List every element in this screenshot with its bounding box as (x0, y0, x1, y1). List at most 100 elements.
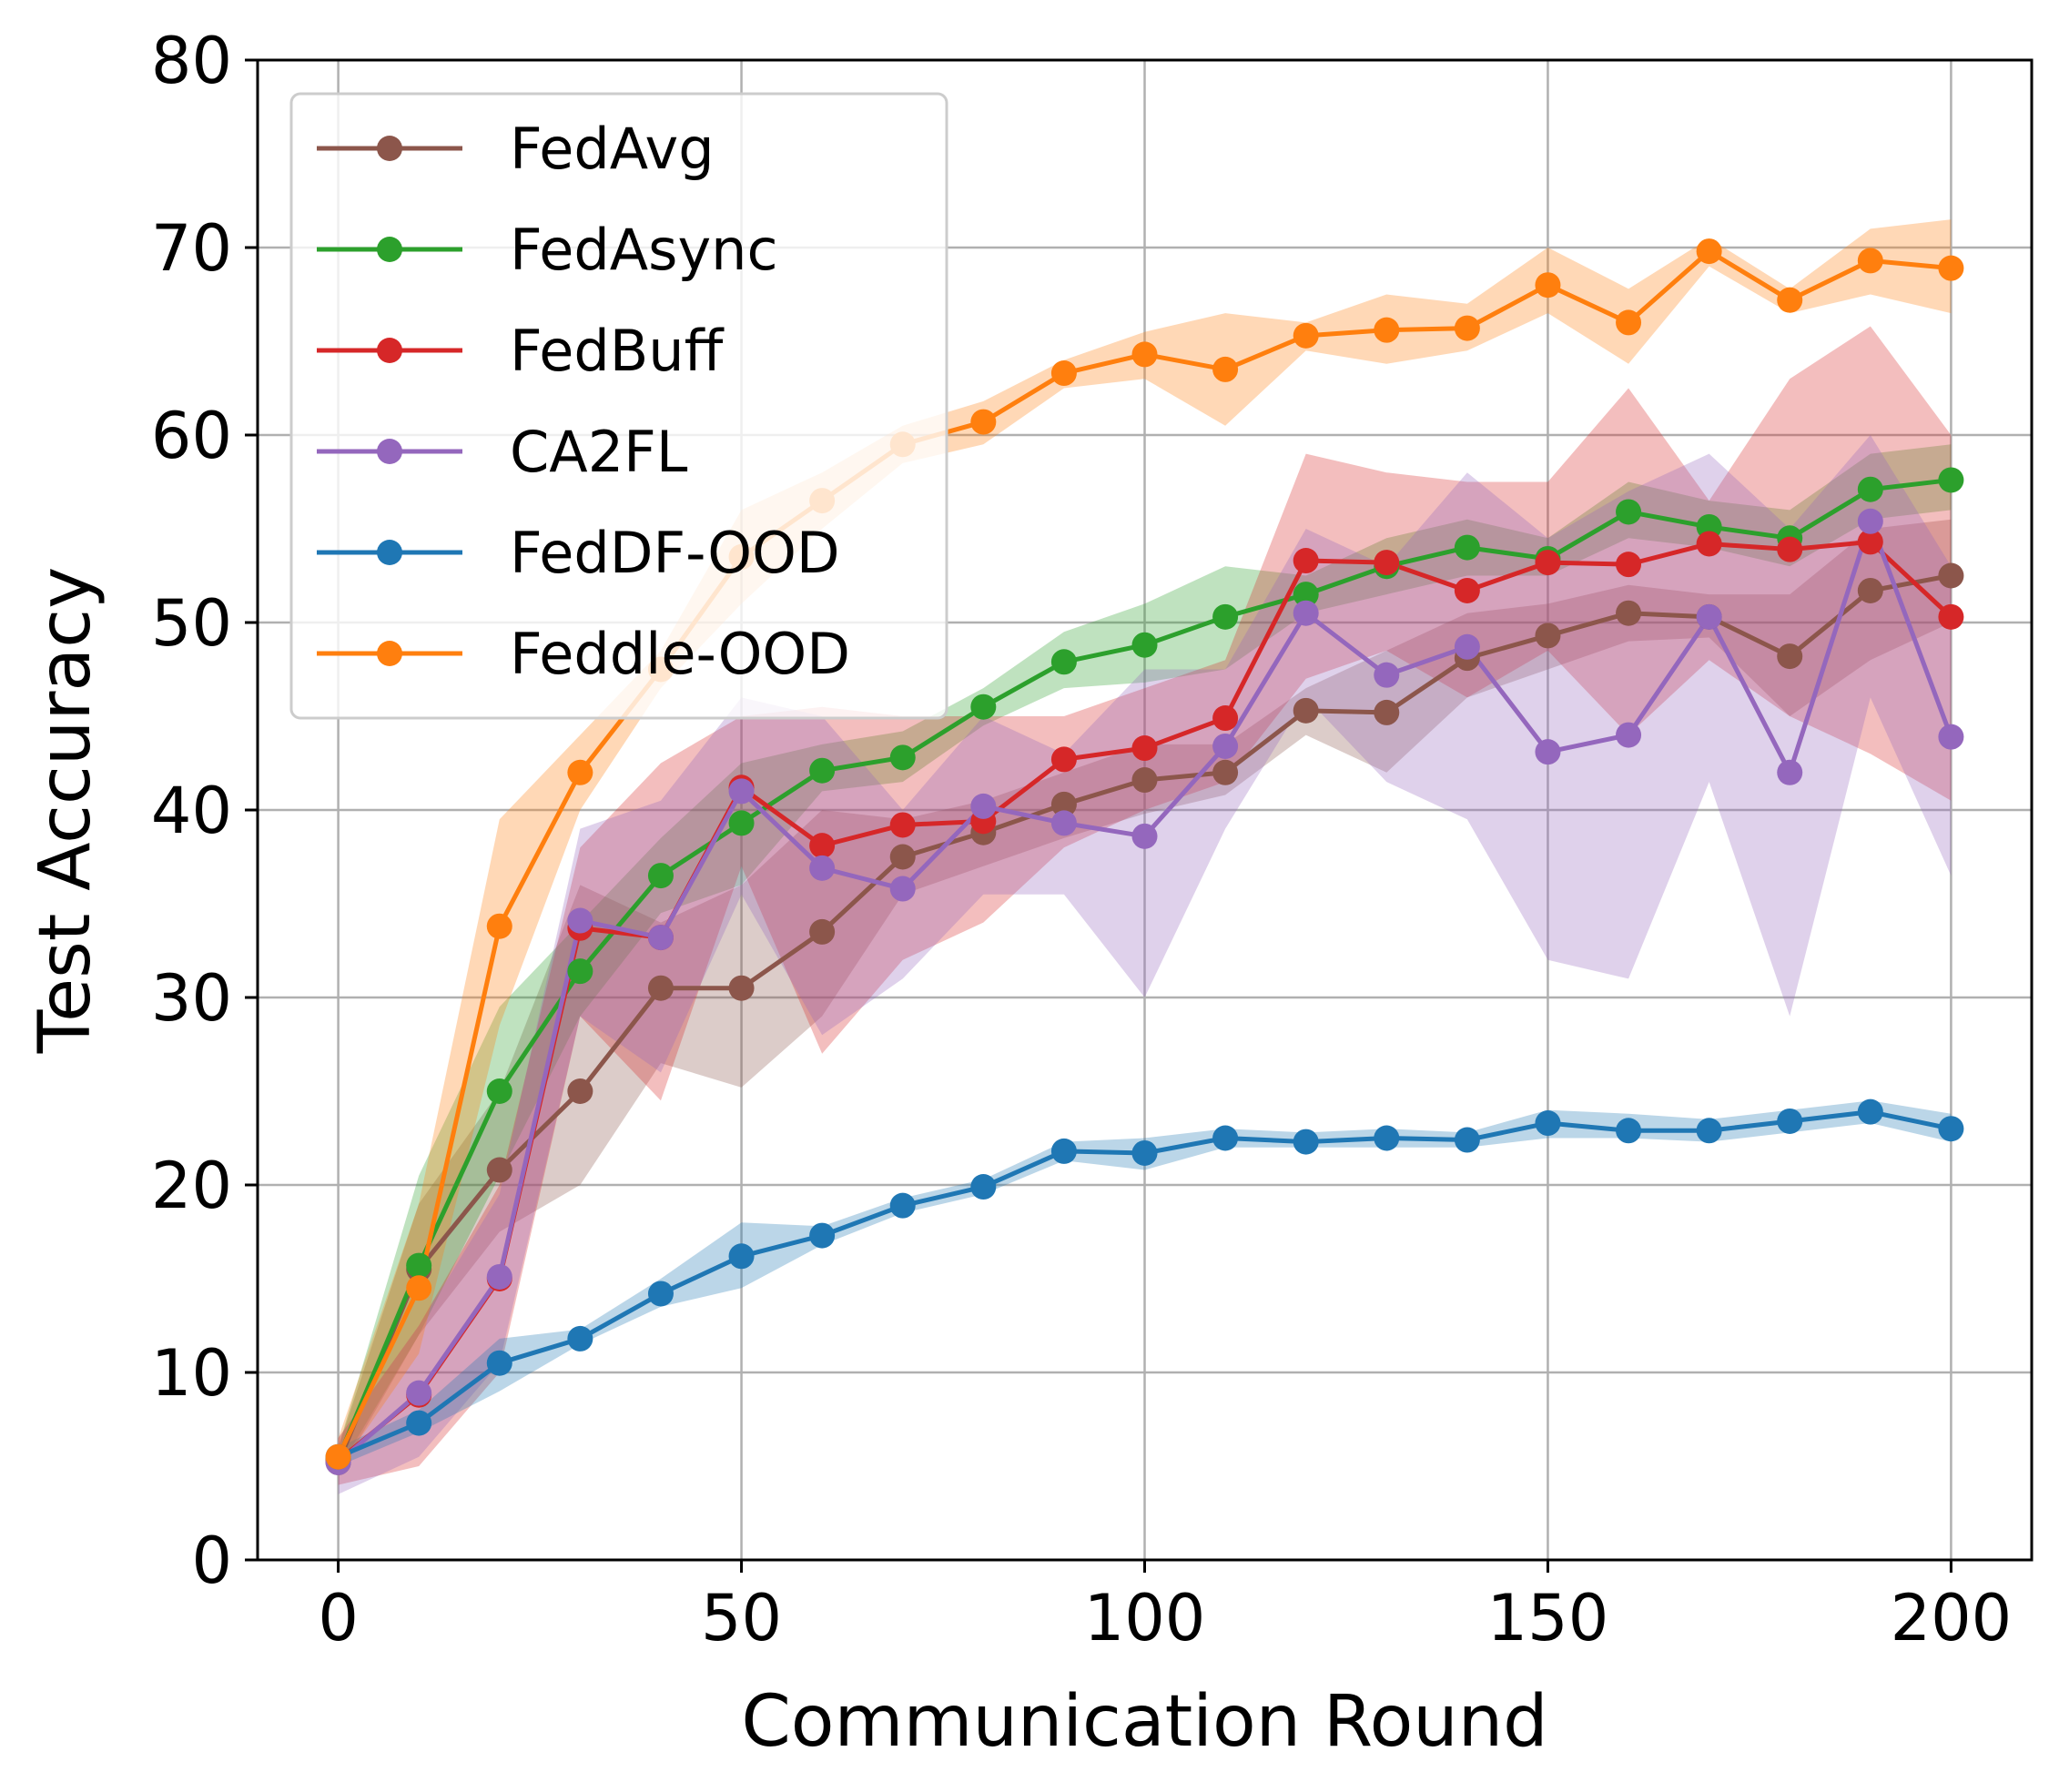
fedasync-point (889, 744, 916, 771)
feddf-ood-point (889, 1192, 916, 1219)
y-tick-label: 10 (151, 1336, 232, 1411)
feddf-ood-point (728, 1243, 755, 1270)
ca2fl-point (1696, 603, 1722, 630)
feddf-ood-point (1777, 1108, 1803, 1134)
fedavg-legend-marker (377, 136, 402, 161)
fedasync-point (567, 958, 593, 985)
y-tick-label: 70 (151, 211, 232, 286)
feddle-ood-point (970, 409, 997, 435)
fedbuff-point (1938, 603, 1964, 630)
fedbuff-point (1212, 705, 1239, 732)
x-tick-label: 50 (701, 1581, 782, 1655)
fedbuff-point (1535, 550, 1561, 576)
ca2fl-point (1616, 722, 1642, 748)
feddf-ood-point (567, 1325, 593, 1352)
fedbuff-point (1696, 531, 1722, 557)
feddf-ood-point (406, 1410, 432, 1436)
fedasync-point (1857, 476, 1883, 502)
feddle-ood-point (1050, 360, 1077, 387)
feddle-ood-legend-marker (377, 641, 402, 666)
fedavg-point (809, 918, 836, 945)
y-axis-label: Test Accuracy (25, 567, 106, 1055)
ca2fl-point (1374, 662, 1400, 688)
fedbuff-point (1131, 735, 1158, 762)
ca2fl-point (1938, 724, 1964, 750)
fedbuff-point (1050, 746, 1077, 773)
fedasync-point (1212, 603, 1239, 630)
fedbuff-point (1857, 529, 1883, 555)
fedbuff-point (1777, 536, 1803, 562)
fedavg-point (1050, 791, 1077, 817)
fedasync-point (970, 694, 997, 720)
fedasync-legend-marker (377, 237, 402, 262)
x-axis-label: Communication Round (741, 1681, 1547, 1763)
ca2fl-point (567, 907, 593, 934)
fedavg-point (1374, 699, 1400, 725)
feddf-ood-legend-marker (377, 540, 402, 565)
x-tick-label: 200 (1891, 1581, 2013, 1655)
feddle-ood-point (1212, 356, 1239, 382)
legend: FedAvg FedAsync FedBuff CA2FL FedDF-OOD Feddl… (289, 92, 948, 720)
fedavg-point (567, 1078, 593, 1104)
feddf-ood-point (1616, 1118, 1642, 1144)
fedasync-point (1131, 632, 1158, 658)
fedbuff-legend-label: FedBuff (510, 318, 725, 384)
feddf-ood-point (970, 1174, 997, 1200)
ca2fl-legend-label: CA2FL (510, 419, 688, 485)
ca2fl-point (728, 778, 755, 805)
x-tick-label: 0 (318, 1581, 359, 1655)
fedbuff-legend-marker (377, 338, 402, 363)
ca2fl-point (1212, 733, 1239, 759)
fedbuff-point (1374, 550, 1400, 576)
feddf-ood-point (1857, 1098, 1883, 1125)
ca2fl-point (1777, 759, 1803, 785)
fedasync-point (1938, 467, 1964, 493)
y-tick-label: 60 (151, 399, 232, 473)
fedavg-point (1212, 759, 1239, 785)
y-tick-label: 30 (151, 961, 232, 1036)
ca2fl-point (1857, 508, 1883, 534)
ca2fl-point (1454, 633, 1480, 660)
y-axis-ticks: 0 10 20 30 40 50 60 70 80 (151, 24, 258, 1598)
fedavg-point (486, 1157, 512, 1183)
fedbuff-point (1454, 577, 1480, 603)
fedasync-point (728, 810, 755, 836)
ca2fl-point (647, 925, 674, 951)
feddle-ood-point (1131, 341, 1158, 368)
feddle-ood-point (567, 759, 593, 785)
feddf-ood-point (809, 1222, 836, 1249)
feddf-ood-point (1050, 1138, 1077, 1164)
series-markers (325, 238, 1964, 1475)
y-tick-label: 0 (191, 1524, 232, 1598)
fedbuff-point (1616, 552, 1642, 578)
feddle-ood-legend-label: Feddle-OOD (510, 621, 850, 687)
fedavg-point (1131, 767, 1158, 794)
fedasync-point (1293, 582, 1319, 608)
ca2fl-point (486, 1263, 512, 1290)
feddle-ood-point (325, 1443, 351, 1470)
fedbuff-point (809, 833, 836, 859)
feddle-ood-point (1293, 322, 1319, 349)
feddf-ood-point (1535, 1110, 1561, 1137)
fedavg-point (1293, 697, 1319, 724)
feddle-ood-point (1777, 287, 1803, 313)
feddf-ood-point (1454, 1127, 1480, 1153)
fedavg-point (1777, 643, 1803, 670)
feddle-ood-point (1616, 309, 1642, 336)
fedasync-legend-label: FedAsync (510, 217, 778, 283)
fedasync-point (1616, 499, 1642, 525)
fedasync-point (647, 863, 674, 889)
feddle-ood-point (1535, 272, 1561, 299)
ca2fl-legend-marker (377, 439, 402, 464)
fedasync-point (1454, 534, 1480, 561)
ca2fl-point (1535, 739, 1561, 765)
fedasync-point (406, 1252, 432, 1279)
fedavg-point (1857, 577, 1883, 603)
fedavg-point (1535, 623, 1561, 649)
fedbuff-point (889, 812, 916, 838)
fedasync-point (809, 757, 836, 784)
ca2fl-point (809, 855, 836, 881)
y-tick-label: 80 (151, 24, 232, 98)
ca2fl-point (1293, 600, 1319, 626)
